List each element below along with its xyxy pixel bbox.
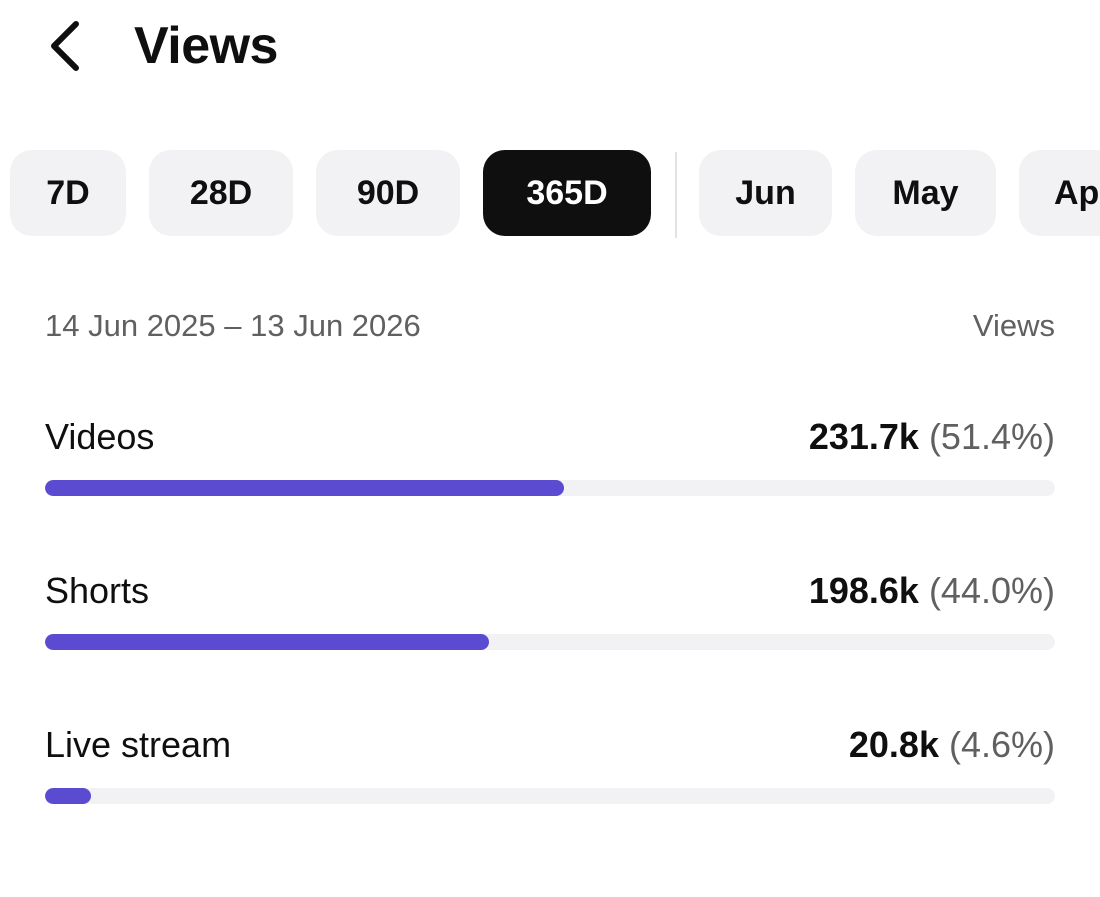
metric-percent: (51.4%) <box>928 416 1055 457</box>
chip-jun[interactable]: Jun <box>699 150 832 236</box>
metric-value: 20.8k <box>848 724 939 765</box>
progress-track <box>45 788 1055 804</box>
progress-track <box>45 634 1055 650</box>
chip-apr[interactable]: Ap <box>1019 150 1100 236</box>
metric-values: 231.7k (51.4%) <box>809 416 1055 458</box>
period-filter-chips: 7D 28D 90D 365D Jun May Ap <box>0 150 1100 238</box>
chip-may[interactable]: May <box>855 150 996 236</box>
page-title: Views <box>134 17 278 75</box>
progress-fill <box>45 634 490 650</box>
metric-row-shorts: Shorts 198.6k (44.0%) <box>45 570 1055 654</box>
metric-label: Shorts <box>45 570 150 611</box>
chip-7d[interactable]: 7D <box>10 150 126 236</box>
metric-label: Videos <box>45 416 155 457</box>
header: Views <box>0 0 1100 96</box>
metric-value: 231.7k <box>808 416 919 457</box>
metric-value: 198.6k <box>808 570 919 611</box>
chevron-left-icon <box>51 21 79 71</box>
date-range: 14 Jun 2025 – 13 Jun 2026 <box>45 308 421 343</box>
column-label: Views <box>972 308 1055 343</box>
metric-values: 198.6k (44.0%) <box>809 570 1055 612</box>
chip-365d[interactable]: 365D <box>483 150 651 236</box>
metric-values: 20.8k (4.6%) <box>849 724 1055 766</box>
chip-divider <box>675 152 677 238</box>
metric-row-live-stream: Live stream 20.8k (4.6%) <box>45 724 1055 808</box>
progress-fill <box>45 480 565 496</box>
metric-label: Live stream <box>45 724 232 765</box>
date-range-row: 14 Jun 2025 – 13 Jun 2026 Views <box>45 308 1055 348</box>
chip-90d[interactable]: 90D <box>316 150 460 236</box>
metric-percent: (4.6%) <box>948 724 1055 765</box>
metric-percent: (44.0%) <box>928 570 1055 611</box>
chip-28d[interactable]: 28D <box>149 150 293 236</box>
progress-fill <box>45 788 92 804</box>
back-button[interactable] <box>34 14 94 78</box>
progress-track <box>45 480 1055 496</box>
metric-row-videos: Videos 231.7k (51.4%) <box>45 416 1055 500</box>
